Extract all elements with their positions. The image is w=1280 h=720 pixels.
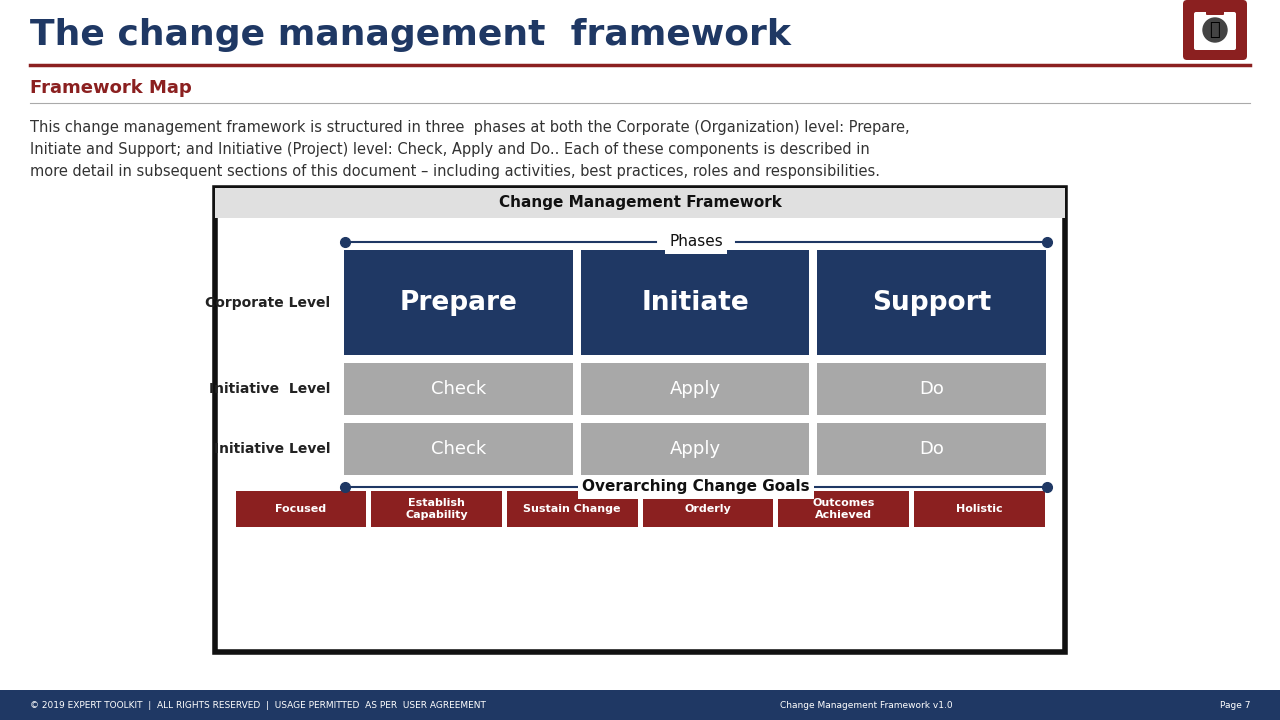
Bar [818,363,1046,415]
Text: 🔧: 🔧 [1210,21,1220,39]
Text: Check: Check [430,380,486,398]
Text: Outcomes
Achieved: Outcomes Achieved [813,498,874,520]
Bar [581,423,809,475]
Text: Orderly: Orderly [685,504,731,514]
Text: Do: Do [919,440,945,458]
Text: Framework Map: Framework Map [29,79,192,97]
Text: Overarching Change Goals: Overarching Change Goals [582,480,810,495]
Bar [344,250,572,355]
Text: Focused: Focused [275,504,326,514]
Bar [818,250,1046,355]
Bar [215,188,1065,218]
Text: Prepare: Prepare [399,289,517,315]
Bar [371,491,502,527]
Text: The change management  framework: The change management framework [29,18,791,52]
Text: Page 7: Page 7 [1220,701,1251,709]
FancyBboxPatch shape [1206,6,1224,15]
Bar [0,690,1280,720]
Bar [507,491,637,527]
Text: Phases: Phases [669,235,723,250]
Text: Do: Do [919,380,945,398]
Bar [344,363,572,415]
Text: Initiative Level: Initiative Level [214,442,330,456]
Text: Holistic: Holistic [956,504,1002,514]
Bar [581,363,809,415]
Text: Check: Check [430,440,486,458]
Bar [344,423,572,475]
Text: Initiate and Support; and Initiative (Project) level: Check, Apply and Do.. Each: Initiate and Support; and Initiative (Pr… [29,142,869,157]
Text: Initiate: Initiate [641,289,749,315]
Bar [581,250,809,355]
Text: Apply: Apply [669,380,721,398]
Text: Change Management Framework: Change Management Framework [499,196,781,210]
Text: Apply: Apply [669,440,721,458]
Text: Initiative  Level: Initiative Level [209,382,330,396]
Bar [778,491,909,527]
Text: Establish
Capability: Establish Capability [406,498,467,520]
Text: Support: Support [872,289,991,315]
Circle shape [1203,18,1228,42]
Text: © 2019 EXPERT TOOLKIT  |  ALL RIGHTS RESERVED  |  USAGE PERMITTED  AS PER  USER : © 2019 EXPERT TOOLKIT | ALL RIGHTS RESER… [29,701,486,709]
Text: Sustain Change: Sustain Change [524,504,621,514]
Bar [643,491,773,527]
FancyBboxPatch shape [1194,12,1236,50]
Text: This change management framework is structured in three  phases at both the Corp: This change management framework is stru… [29,120,910,135]
Bar [236,491,366,527]
Text: more detail in subsequent sections of this document – including activities, best: more detail in subsequent sections of th… [29,164,881,179]
Text: Corporate Level: Corporate Level [205,295,330,310]
Bar [818,423,1046,475]
Bar [914,491,1044,527]
Text: Change Management Framework v1.0: Change Management Framework v1.0 [780,701,952,709]
FancyBboxPatch shape [1183,0,1247,60]
Bar [215,188,1065,652]
